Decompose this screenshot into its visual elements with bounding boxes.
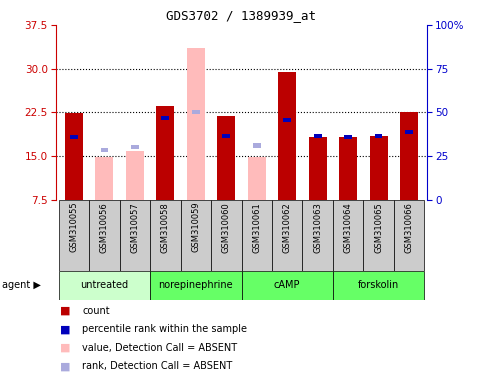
- Bar: [339, 137, 357, 200]
- Bar: [217, 116, 235, 200]
- Text: ■: ■: [60, 361, 71, 371]
- Bar: [272, 200, 302, 271]
- Bar: [302, 200, 333, 271]
- Text: agent ▶: agent ▶: [2, 280, 41, 290]
- Bar: [309, 137, 327, 200]
- Text: GSM310064: GSM310064: [344, 202, 353, 253]
- Bar: [375, 134, 383, 137]
- Bar: [150, 200, 181, 271]
- Text: norepinephrine: norepinephrine: [158, 280, 233, 290]
- Bar: [333, 271, 425, 300]
- Text: GSM310061: GSM310061: [252, 202, 261, 253]
- Bar: [223, 134, 230, 137]
- Text: GSM310058: GSM310058: [161, 202, 170, 253]
- Text: GSM310062: GSM310062: [283, 202, 292, 253]
- Bar: [70, 135, 78, 139]
- Text: GSM310059: GSM310059: [191, 202, 200, 252]
- Text: GSM310065: GSM310065: [374, 202, 383, 253]
- Bar: [278, 71, 297, 200]
- Text: ■: ■: [60, 343, 71, 353]
- Bar: [181, 200, 211, 271]
- Bar: [95, 157, 114, 200]
- Text: GSM310056: GSM310056: [100, 202, 109, 253]
- Bar: [394, 200, 425, 271]
- Title: GDS3702 / 1389939_at: GDS3702 / 1389939_at: [167, 9, 316, 22]
- Bar: [363, 200, 394, 271]
- Bar: [344, 135, 352, 139]
- Text: ■: ■: [60, 324, 71, 334]
- Text: GSM310060: GSM310060: [222, 202, 231, 253]
- Bar: [58, 200, 89, 271]
- Bar: [156, 106, 174, 200]
- Bar: [333, 200, 363, 271]
- Text: GSM310066: GSM310066: [405, 202, 413, 253]
- Text: GSM310055: GSM310055: [70, 202, 78, 252]
- Bar: [161, 116, 169, 120]
- Text: forskolin: forskolin: [358, 280, 399, 290]
- Text: count: count: [82, 306, 110, 316]
- Text: ■: ■: [60, 306, 71, 316]
- Bar: [284, 118, 291, 122]
- Bar: [150, 271, 242, 300]
- Bar: [369, 136, 388, 200]
- Bar: [186, 48, 205, 200]
- Bar: [314, 134, 322, 137]
- Bar: [65, 114, 83, 200]
- Bar: [89, 200, 120, 271]
- Text: percentile rank within the sample: percentile rank within the sample: [82, 324, 247, 334]
- Bar: [100, 148, 108, 152]
- Bar: [120, 200, 150, 271]
- Text: GSM310063: GSM310063: [313, 202, 322, 253]
- Bar: [192, 110, 199, 114]
- Bar: [253, 144, 260, 147]
- Bar: [242, 271, 333, 300]
- Bar: [400, 112, 418, 200]
- Bar: [405, 129, 413, 134]
- Bar: [211, 200, 242, 271]
- Bar: [242, 200, 272, 271]
- Text: GSM310057: GSM310057: [130, 202, 139, 253]
- Bar: [248, 157, 266, 200]
- Text: untreated: untreated: [80, 280, 128, 290]
- Bar: [126, 151, 144, 200]
- Text: rank, Detection Call = ABSENT: rank, Detection Call = ABSENT: [82, 361, 232, 371]
- Bar: [58, 271, 150, 300]
- Text: value, Detection Call = ABSENT: value, Detection Call = ABSENT: [82, 343, 237, 353]
- Text: cAMP: cAMP: [274, 280, 300, 290]
- Bar: [131, 145, 139, 149]
